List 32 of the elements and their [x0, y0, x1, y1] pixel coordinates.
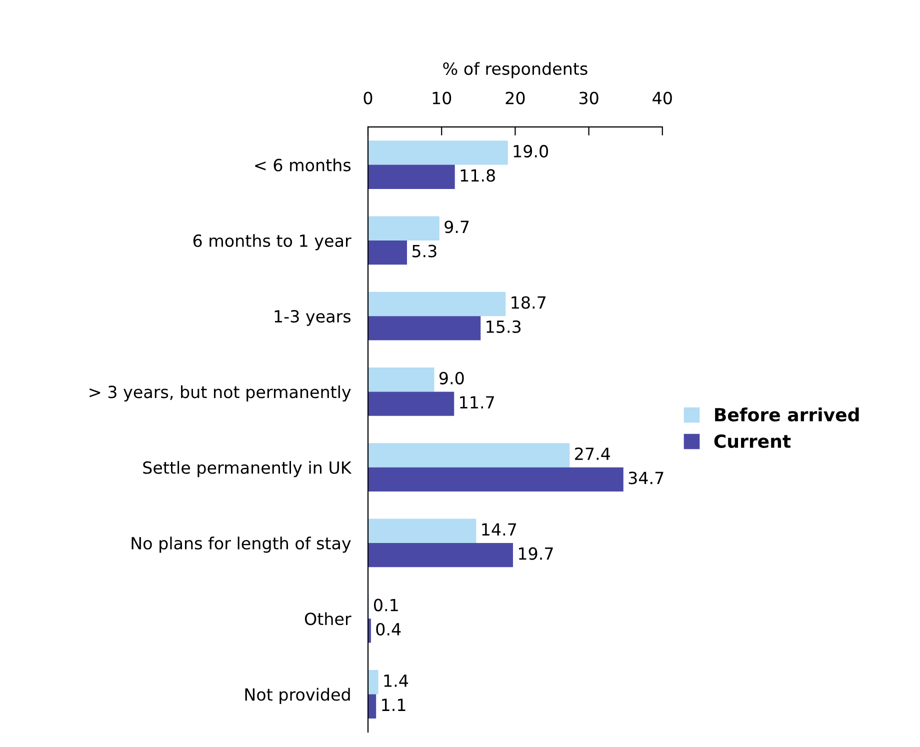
- data-label: 1.4: [384, 674, 408, 687]
- y-tick-label: Not provided: [245, 688, 350, 704]
- data-label: 18.7: [512, 296, 546, 309]
- data-label: 19.7: [518, 547, 553, 560]
- data-label: 0.1: [374, 598, 398, 612]
- legend-label: Before arrived: [715, 408, 859, 422]
- y-tick-label: No plans for length of stay: [132, 536, 351, 553]
- data-label: 11.8: [460, 169, 495, 182]
- y-tick-label: 1-3 years: [274, 310, 351, 326]
- x-tick-label: 0: [364, 92, 372, 104]
- y-tick-label: 6 months to 1 year: [193, 234, 352, 250]
- data-label: 1.1: [382, 698, 406, 711]
- data-label: 9.0: [439, 372, 464, 384]
- data-label: 5.3: [412, 244, 436, 258]
- y-tick-label: > 3 years, but not permanently: [90, 385, 351, 402]
- data-label: 19.0: [514, 144, 548, 158]
- y-tick-label: Other: [304, 612, 352, 626]
- data-label: 15.3: [486, 320, 521, 334]
- data-label: 27.4: [575, 447, 610, 460]
- x-tick-label: 40: [652, 92, 672, 104]
- x-tick-label: 30: [579, 92, 598, 104]
- data-label: 34.7: [628, 472, 664, 484]
- x-tick-label: 10: [432, 92, 452, 104]
- y-tick-label: < 6 months: [255, 158, 351, 172]
- x-axis-title: % of respondents: [443, 62, 588, 78]
- y-tick-label: Settle permanently in UK: [143, 461, 352, 478]
- legend-label: Current: [714, 434, 791, 448]
- data-label: 14.7: [482, 523, 516, 536]
- x-tick-label: 20: [506, 92, 525, 104]
- data-label: 0.4: [376, 622, 401, 636]
- data-label: 11.7: [460, 396, 494, 408]
- data-label: 9.7: [444, 220, 469, 234]
